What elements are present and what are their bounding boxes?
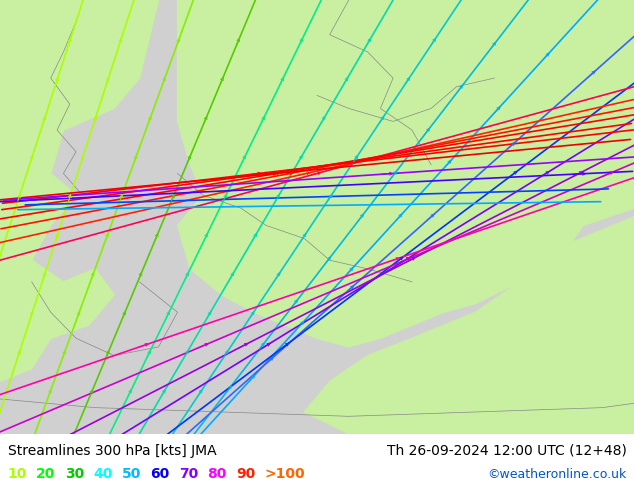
Text: 70: 70 bbox=[179, 467, 198, 481]
Text: 40: 40 bbox=[93, 467, 113, 481]
Polygon shape bbox=[178, 0, 634, 347]
Text: 20: 20 bbox=[36, 467, 56, 481]
Polygon shape bbox=[304, 217, 634, 434]
Text: Th 26-09-2024 12:00 UTC (12+48): Th 26-09-2024 12:00 UTC (12+48) bbox=[387, 444, 626, 458]
Polygon shape bbox=[0, 0, 158, 382]
Text: ©weatheronline.co.uk: ©weatheronline.co.uk bbox=[487, 468, 626, 481]
Text: >100: >100 bbox=[264, 467, 305, 481]
Text: 30: 30 bbox=[65, 467, 84, 481]
Text: 60: 60 bbox=[150, 467, 169, 481]
Text: 80: 80 bbox=[207, 467, 227, 481]
Text: 50: 50 bbox=[122, 467, 141, 481]
Text: 90: 90 bbox=[236, 467, 255, 481]
Text: 10: 10 bbox=[8, 467, 27, 481]
Text: Streamlines 300 hPa [kts] JMA: Streamlines 300 hPa [kts] JMA bbox=[8, 444, 216, 458]
